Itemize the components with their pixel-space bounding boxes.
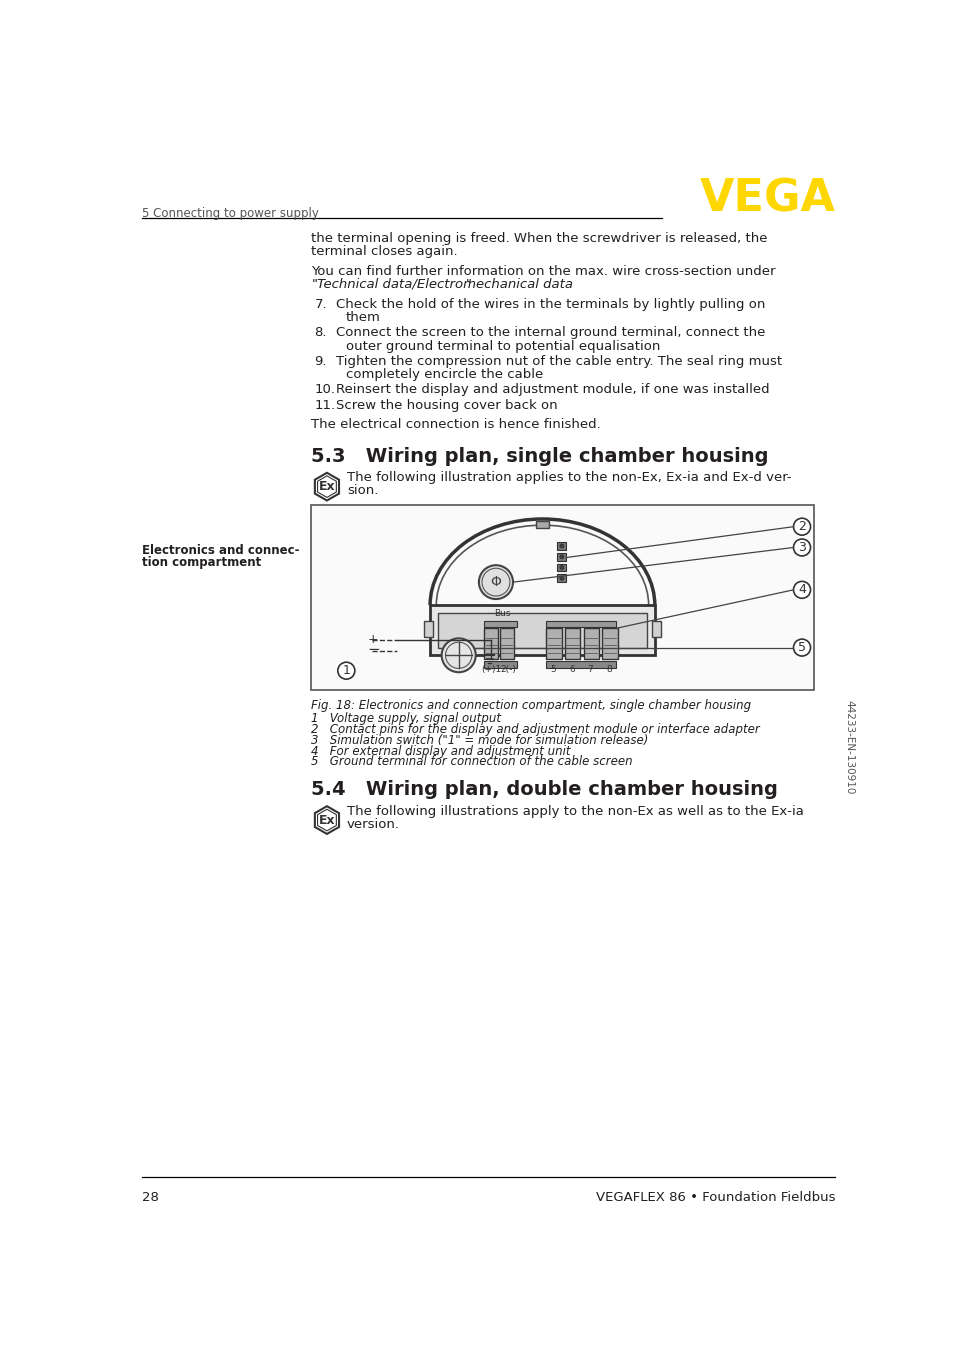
Bar [484,628,497,659]
Text: 28: 28 [142,1192,159,1204]
Text: 8: 8 [605,665,611,674]
Bar [557,574,566,582]
Text: 1: 1 [342,665,350,677]
Text: 5   Ground terminal for connection of the cable screen: 5 Ground terminal for connection of the … [311,756,633,768]
Text: version.: version. [347,818,399,831]
Text: Connect the screen to the internal ground terminal, connect the: Connect the screen to the internal groun… [335,326,765,340]
Bar [564,628,579,659]
Text: ": " [311,278,317,291]
Text: You can find further information on the max. wire cross-section under: You can find further information on the … [311,265,775,278]
Text: 5: 5 [798,640,805,654]
Bar [583,628,598,659]
Circle shape [559,544,563,548]
Text: terminal closes again.: terminal closes again. [311,245,457,257]
Bar [557,552,566,561]
Text: VEGAFLEX 86 • Foundation Fieldbus: VEGAFLEX 86 • Foundation Fieldbus [596,1192,835,1204]
Text: 2: 2 [798,520,805,533]
Text: outer ground terminal to potential equalisation: outer ground terminal to potential equal… [345,340,659,352]
Text: 1   Voltage supply, signal output: 1 Voltage supply, signal output [311,712,501,726]
Bar [601,628,617,659]
Bar [546,620,616,627]
Bar [546,661,616,669]
Text: The following illustration applies to the non-Ex, Ex-ia and Ex-d ver-: The following illustration applies to th… [347,471,791,485]
Text: The electrical connection is hence finished.: The electrical connection is hence finis… [311,418,600,431]
Circle shape [793,519,810,535]
Text: completely encircle the cable: completely encircle the cable [345,368,542,380]
Text: (+)1: (+)1 [480,665,501,674]
Text: 3   Simulation switch ("1" = mode for simulation release): 3 Simulation switch ("1" = mode for simu… [311,734,648,747]
Text: them: them [345,311,380,324]
Text: Ex: Ex [318,814,335,826]
Bar [536,520,548,528]
Text: 5.3   Wiring plan, single chamber housing: 5.3 Wiring plan, single chamber housing [311,447,768,466]
Circle shape [793,639,810,657]
Text: +: + [367,634,377,646]
Circle shape [441,638,476,672]
Text: Electronics and connec-: Electronics and connec- [142,543,299,556]
Circle shape [793,539,810,556]
Text: 7.: 7. [314,298,327,311]
Text: sion.: sion. [347,485,378,497]
Bar [557,563,566,571]
Text: Tighten the compression nut of the cable entry. The seal ring must: Tighten the compression nut of the cable… [335,355,781,368]
Bar [557,542,566,550]
Text: −: − [367,642,379,658]
Text: the terminal opening is freed. When the screwdriver is released, the: the terminal opening is freed. When the … [311,232,767,245]
Text: tion compartment: tion compartment [142,556,261,569]
Circle shape [559,577,563,581]
Text: 4: 4 [798,584,805,596]
Bar [546,628,561,659]
Bar [484,661,517,669]
Bar [423,621,433,636]
Text: 4   For external display and adjustment unit: 4 For external display and adjustment un… [311,745,570,758]
Text: 11.: 11. [314,399,335,412]
Bar [430,605,654,655]
Text: 6: 6 [569,665,575,674]
Text: Screw the housing cover back on: Screw the housing cover back on [335,399,558,412]
Bar [437,613,646,647]
Text: 5.4   Wiring plan, double chamber housing: 5.4 Wiring plan, double chamber housing [311,780,778,799]
Text: 10.: 10. [314,383,335,397]
Text: ": " [465,278,471,291]
Text: 8.: 8. [314,326,327,340]
Text: 44233-EN-130910: 44233-EN-130910 [843,700,853,795]
Text: 5: 5 [550,665,556,674]
Circle shape [337,662,355,680]
Text: Technical data/Electromechanical data: Technical data/Electromechanical data [316,278,572,291]
Text: 5 Connecting to power supply: 5 Connecting to power supply [142,207,319,221]
Text: Check the hold of the wires in the terminals by lightly pulling on: Check the hold of the wires in the termi… [335,298,765,311]
Text: Fig. 18: Electronics and connection compartment, single chamber housing: Fig. 18: Electronics and connection comp… [311,699,751,712]
Circle shape [478,565,513,598]
Text: 7: 7 [587,665,593,674]
Circle shape [559,566,563,570]
Text: 3: 3 [798,542,805,554]
Bar [484,620,517,627]
Text: Reinsert the display and adjustment module, if one was installed: Reinsert the display and adjustment modu… [335,383,769,397]
Text: The following illustrations apply to the non-Ex as well as to the Ex-ia: The following illustrations apply to the… [347,804,803,818]
Bar [499,628,514,659]
Text: VEGA: VEGA [699,177,835,221]
Circle shape [559,555,563,559]
Text: Bus: Bus [494,609,511,617]
Text: Ex: Ex [318,481,335,493]
Text: Φ: Φ [490,575,501,589]
Text: 9.: 9. [314,355,327,368]
Circle shape [793,581,810,598]
Text: 2(-): 2(-) [500,665,516,674]
Text: 2   Contact pins for the display and adjustment module or interface adapter: 2 Contact pins for the display and adjus… [311,723,760,737]
Bar [651,621,660,636]
Bar [311,505,813,691]
